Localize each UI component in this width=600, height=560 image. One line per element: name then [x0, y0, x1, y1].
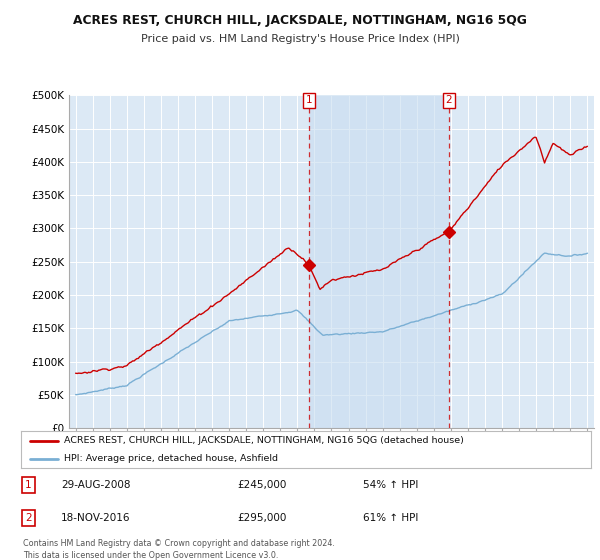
Text: 18-NOV-2016: 18-NOV-2016	[61, 514, 130, 523]
Text: 1: 1	[305, 95, 312, 105]
Text: 61% ↑ HPI: 61% ↑ HPI	[363, 514, 418, 523]
Text: ACRES REST, CHURCH HILL, JACKSDALE, NOTTINGHAM, NG16 5QG (detached house): ACRES REST, CHURCH HILL, JACKSDALE, NOTT…	[64, 436, 464, 445]
Text: £245,000: £245,000	[238, 480, 287, 489]
Text: 1: 1	[25, 480, 32, 489]
Text: HPI: Average price, detached house, Ashfield: HPI: Average price, detached house, Ashf…	[64, 454, 278, 463]
Text: Contains HM Land Registry data © Crown copyright and database right 2024.
This d: Contains HM Land Registry data © Crown c…	[23, 539, 335, 559]
Text: 2: 2	[25, 514, 32, 523]
Text: 29-AUG-2008: 29-AUG-2008	[61, 480, 130, 489]
Text: £295,000: £295,000	[238, 514, 287, 523]
Text: ACRES REST, CHURCH HILL, JACKSDALE, NOTTINGHAM, NG16 5QG: ACRES REST, CHURCH HILL, JACKSDALE, NOTT…	[73, 14, 527, 27]
Text: Price paid vs. HM Land Registry's House Price Index (HPI): Price paid vs. HM Land Registry's House …	[140, 34, 460, 44]
Bar	[308, 95, 449, 428]
Text: 2: 2	[445, 95, 452, 105]
Text: 54% ↑ HPI: 54% ↑ HPI	[363, 480, 418, 489]
